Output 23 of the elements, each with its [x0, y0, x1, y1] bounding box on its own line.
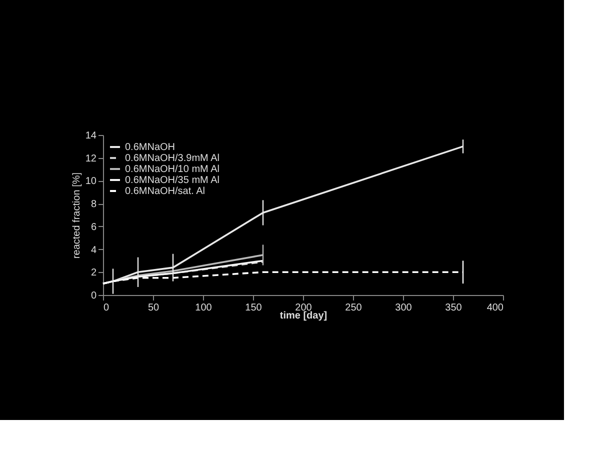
- x-tick-label: 50: [148, 302, 160, 314]
- y-tick-label: 12: [85, 153, 97, 164]
- legend-label: 0.6MNaOH/10 mM Al: [125, 164, 220, 175]
- y-tick-label: 14: [85, 130, 97, 142]
- x-tick-label: 250: [345, 302, 362, 314]
- x-tick-label: 150: [245, 302, 262, 314]
- x-tick-label: 100: [195, 302, 212, 314]
- y-tick-label: 8: [90, 199, 97, 210]
- x-tick-label: 300: [395, 302, 412, 314]
- y-tick-label: 2: [90, 268, 97, 279]
- x-axis-title: time [day]: [280, 310, 328, 322]
- legend-label: 0.6MNaOH/sat. Al: [125, 186, 206, 197]
- x-tick-label: 0: [104, 302, 110, 314]
- x-tick-label: 350: [445, 302, 462, 314]
- y-tick-label: 6: [90, 222, 97, 233]
- y-tick-label: 4: [90, 244, 97, 256]
- y-axis-title: reacted fraction [%]: [71, 172, 82, 259]
- legend-label: 0.6MNaOH: [125, 142, 176, 153]
- y-tick-label: 10: [85, 176, 97, 188]
- y-tick-label: 0: [90, 290, 97, 302]
- legend-label: 0.6MNaOH/35 mM Al: [125, 175, 220, 186]
- x-tick-label: 400: [486, 302, 504, 314]
- legend-label: 0.6MNaOH/3.9mM Al: [125, 153, 220, 164]
